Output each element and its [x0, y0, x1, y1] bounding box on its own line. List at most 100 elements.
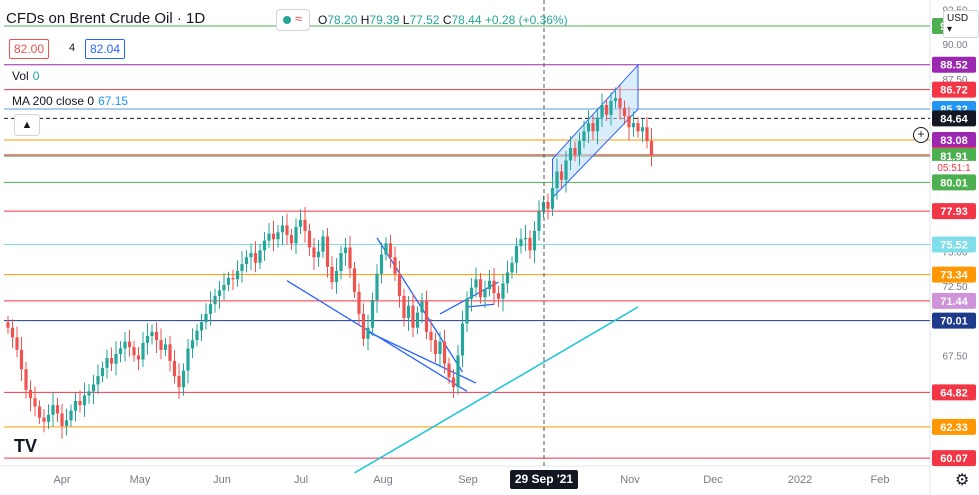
candle-body-3	[19, 349, 24, 370]
volume-indicator[interactable]: Vol 0	[12, 69, 39, 83]
candle-body-39	[181, 370, 186, 388]
level-badge-label-2: 86.72	[940, 85, 968, 97]
candle-body-49	[226, 277, 231, 285]
candle-body-113	[514, 246, 519, 263]
candle-body-0	[6, 322, 10, 328]
candle-body-72	[330, 266, 334, 283]
trendline-2	[376, 237, 464, 373]
candle-body-23	[109, 358, 114, 364]
candle-body-54	[249, 253, 253, 258]
level-badge-label-11: 73.34	[940, 270, 968, 282]
candle-body-4	[24, 369, 28, 390]
candle-body-16	[78, 401, 82, 406]
candle-body-98	[447, 363, 451, 378]
candle-body-136	[618, 98, 622, 108]
candle-body-2	[15, 337, 19, 350]
collapse-legend-button[interactable]: ▲	[14, 114, 40, 136]
add-alert-icon[interactable]: +	[913, 127, 929, 143]
candle-body-141	[640, 127, 645, 132]
currency-label: USD	[947, 13, 969, 24]
level-badge-12	[932, 292, 976, 309]
tradingview-logo-icon: TV	[14, 436, 38, 456]
candle-body-76	[348, 247, 352, 269]
candle-body-104	[474, 279, 478, 288]
open-label: O	[318, 13, 328, 27]
x-tick-label-0: Apr	[53, 474, 70, 486]
level-badge-9	[932, 203, 976, 220]
market-status[interactable]: ≈	[276, 9, 310, 31]
high-label: H	[360, 13, 370, 27]
candle-body-55	[253, 253, 258, 263]
candle-body-84	[384, 243, 388, 255]
level-badge-8	[932, 174, 976, 191]
candle-body-126	[573, 147, 577, 155]
ma-indicator[interactable]: MA 200 close 0 67.15	[12, 94, 128, 108]
candle-body-7	[37, 406, 42, 418]
high-value: 79.39	[369, 13, 400, 27]
candle-body-88	[402, 295, 406, 319]
candle-body-38	[177, 376, 181, 388]
gear-icon[interactable]: ⚙	[955, 472, 970, 489]
level-badge-11	[932, 266, 976, 283]
candle-body-123	[559, 171, 564, 180]
level-badge-4	[932, 110, 976, 127]
sell-button[interactable]: 82.00	[9, 39, 50, 59]
candle-body-93	[424, 301, 429, 332]
chevron-down-icon: ▾	[947, 24, 953, 35]
level-badge-label-9: 77.93	[940, 206, 968, 218]
level-badge-label-4: 84.64	[940, 113, 968, 125]
candle-body-96	[438, 341, 442, 354]
low-value: 77.52	[409, 13, 440, 27]
candle-body-114	[519, 239, 523, 247]
x-tick-label-3: Jul	[294, 474, 308, 486]
x-tick-label-2: Jun	[213, 474, 231, 486]
wave-icon: ≈	[295, 11, 303, 26]
candle-body-29	[136, 355, 141, 360]
candle-body-10	[51, 405, 55, 415]
candle-body-130	[591, 123, 595, 132]
level-badge-14	[932, 384, 976, 401]
trendline-1	[367, 331, 477, 384]
candle-body-68	[312, 247, 316, 258]
candle-body-66	[303, 219, 307, 231]
candle-body-17	[82, 395, 87, 406]
candle-body-120	[546, 201, 550, 209]
candle-body-107	[487, 280, 492, 290]
x-tick-label-8: Dec	[703, 474, 723, 486]
candle-body-138	[627, 116, 631, 128]
candle-body-134	[609, 100, 613, 115]
candle-body-117	[532, 230, 537, 251]
level-badge-13	[932, 312, 976, 329]
spread-value: 4	[69, 42, 76, 54]
candle-body-45	[208, 304, 213, 314]
candle-body-46	[213, 295, 217, 305]
y-tick-label-6: 67.50	[942, 351, 967, 362]
candle-body-75	[343, 247, 348, 254]
candle-body-81	[370, 300, 375, 328]
candle-body-73	[334, 271, 339, 283]
open-value: 78.20	[327, 13, 358, 27]
candle-body-33	[154, 331, 159, 341]
countdown-label: 05:51:1	[937, 163, 971, 174]
candle-body-100	[456, 355, 460, 388]
candle-body-40	[186, 348, 190, 371]
candle-body-97	[442, 341, 447, 364]
candle-body-131	[595, 117, 600, 132]
level-badge-label-13: 70.01	[940, 316, 968, 328]
candle-body-140	[636, 123, 640, 132]
buy-button[interactable]: 82.04	[85, 39, 126, 59]
candle-body-37	[172, 360, 177, 377]
y-tick-label-4: 75.00	[942, 248, 967, 259]
change-value: +0.28 (+0.36%)	[484, 13, 568, 27]
candle-body-51	[235, 271, 240, 280]
candle-body-77	[352, 268, 357, 292]
candle-body-69	[316, 251, 321, 258]
currency-selector[interactable]: USD ▾	[943, 10, 979, 38]
candle-body-115	[523, 237, 528, 240]
candle-body-13	[64, 420, 69, 426]
candle-body-105	[478, 279, 483, 298]
candle-body-64	[294, 226, 298, 244]
candle-body-139	[631, 123, 636, 128]
